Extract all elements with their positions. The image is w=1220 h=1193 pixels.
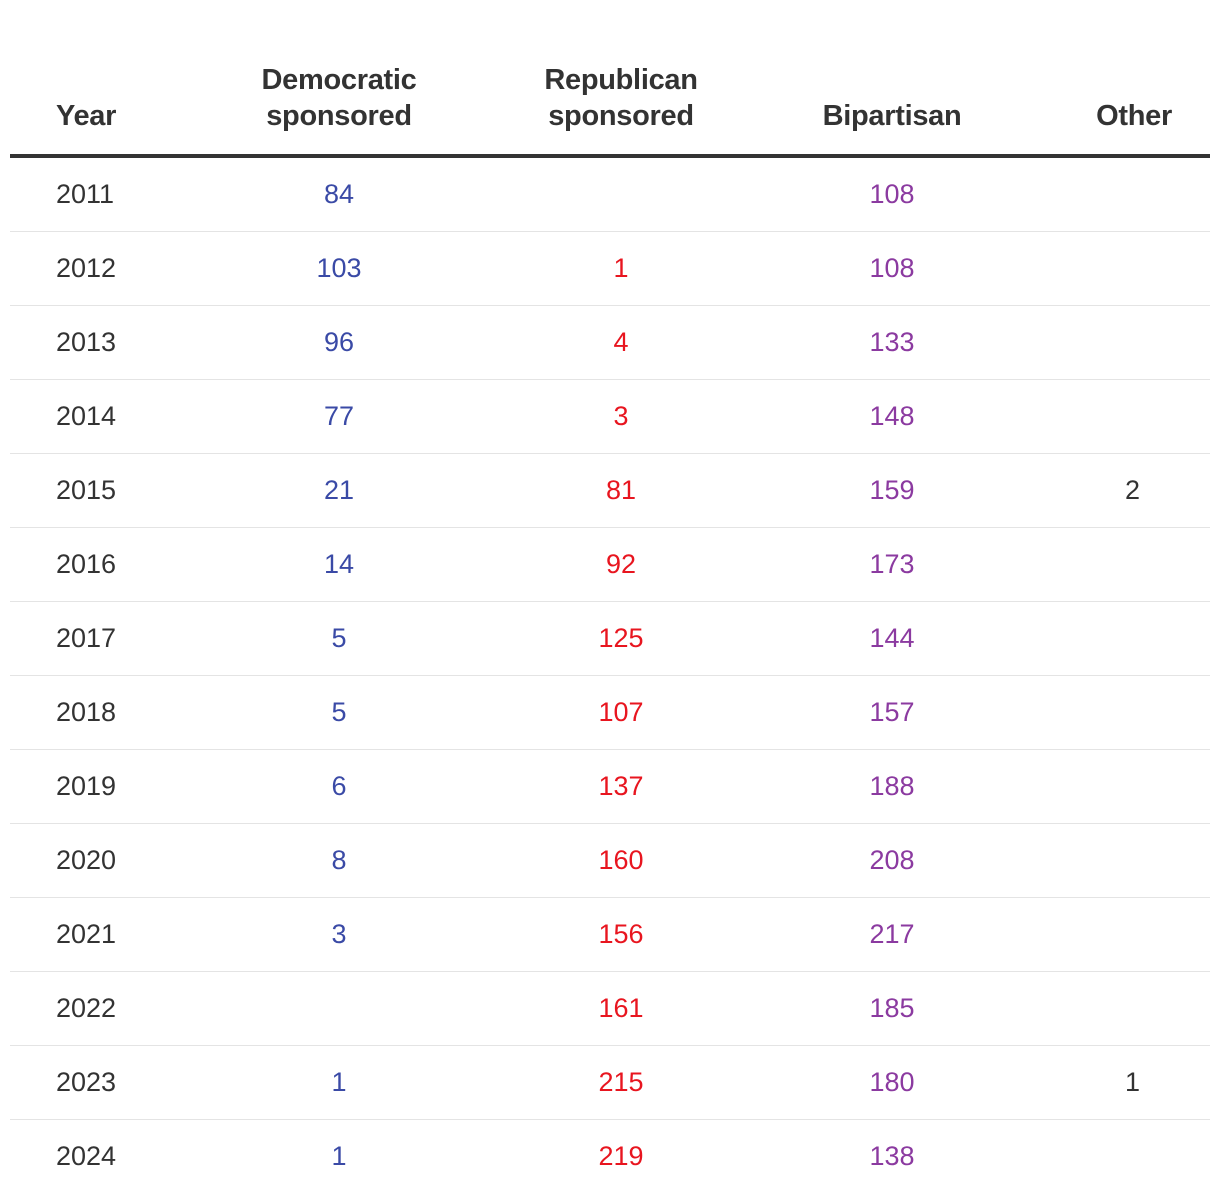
year-cell: 2014 [10, 380, 188, 454]
republican-count-cell: 1 [490, 232, 752, 306]
republican-count-cell: 156 [490, 898, 752, 972]
bipartisan-count-cell: 108 [752, 232, 1032, 306]
year-cell: 2016 [10, 528, 188, 602]
democratic-count-cell: 5 [188, 676, 490, 750]
year-cell: 2012 [10, 232, 188, 306]
year-cell: 2015 [10, 454, 188, 528]
democratic-count-cell: 8 [188, 824, 490, 898]
year-cell: 2021 [10, 898, 188, 972]
republican-count-cell: 107 [490, 676, 752, 750]
democratic-count-cell: 1 [188, 1046, 490, 1120]
other-count-cell [1032, 232, 1210, 306]
republican-count-cell: 81 [490, 454, 752, 528]
other-count-cell [1032, 898, 1210, 972]
bipartisan-count-cell: 133 [752, 306, 1032, 380]
other-count-cell: 2 [1032, 454, 1210, 528]
header-row: Year Democratic sponsored Republican spo… [10, 0, 1210, 156]
republican-count-cell: 125 [490, 602, 752, 676]
other-count-cell [1032, 306, 1210, 380]
bipartisan-count-cell: 144 [752, 602, 1032, 676]
democratic-count-cell: 77 [188, 380, 490, 454]
republican-column-header: Republican sponsored [490, 0, 752, 156]
year-column-header: Year [10, 0, 188, 156]
year-cell: 2018 [10, 676, 188, 750]
bipartisan-count-cell: 159 [752, 454, 1032, 528]
democratic-header-line-2: sponsored [266, 100, 412, 132]
bipartisan-count-cell: 173 [752, 528, 1032, 602]
republican-header-line-2: sponsored [548, 100, 694, 132]
year-cell: 2022 [10, 972, 188, 1046]
republican-count-cell [490, 156, 752, 232]
democratic-count-cell: 6 [188, 750, 490, 824]
bipartisan-column-header: Bipartisan [752, 0, 1032, 156]
sponsorship-table-container: Year Democratic sponsored Republican spo… [10, 0, 1210, 1193]
republican-count-cell: 161 [490, 972, 752, 1046]
democratic-count-cell [188, 972, 490, 1046]
bipartisan-count-cell: 108 [752, 156, 1032, 232]
bipartisan-count-cell: 208 [752, 824, 1032, 898]
democratic-count-cell: 84 [188, 156, 490, 232]
democratic-column-header: Democratic sponsored [188, 0, 490, 156]
republican-count-cell: 137 [490, 750, 752, 824]
democratic-count-cell: 3 [188, 898, 490, 972]
other-count-cell [1032, 972, 1210, 1046]
bipartisan-count-cell: 148 [752, 380, 1032, 454]
other-count-cell [1032, 824, 1210, 898]
year-cell: 2023 [10, 1046, 188, 1120]
other-column-header: Other [1032, 0, 1210, 156]
year-cell: 2013 [10, 306, 188, 380]
bipartisan-count-cell: 185 [752, 972, 1032, 1046]
bipartisan-count-cell: 180 [752, 1046, 1032, 1120]
democratic-count-cell: 96 [188, 306, 490, 380]
sponsorship-table: Year Democratic sponsored Republican spo… [10, 0, 1210, 1193]
democratic-count-cell: 103 [188, 232, 490, 306]
bipartisan-count-cell: 188 [752, 750, 1032, 824]
republican-count-cell: 160 [490, 824, 752, 898]
democratic-count-cell: 21 [188, 454, 490, 528]
bipartisan-count-cell: 157 [752, 676, 1032, 750]
republican-count-cell: 3 [490, 380, 752, 454]
other-count-cell: 1 [1032, 1046, 1210, 1120]
year-cell: 2019 [10, 750, 188, 824]
democratic-header-line-1: Democratic [262, 64, 417, 96]
republican-header-line-1: Republican [544, 64, 697, 96]
table-header: Year Democratic sponsored Republican spo… [10, 0, 1210, 156]
republican-count-cell: 215 [490, 1046, 752, 1120]
republican-count-cell: 92 [490, 528, 752, 602]
year-cell: 2011 [10, 156, 188, 232]
bipartisan-header-label: Bipartisan [823, 100, 962, 132]
democratic-count-cell: 14 [188, 528, 490, 602]
other-count-cell [1032, 156, 1210, 232]
other-count-cell [1032, 676, 1210, 750]
bipartisan-count-cell: 217 [752, 898, 1032, 972]
other-count-cell [1032, 750, 1210, 824]
other-count-cell [1032, 602, 1210, 676]
democratic-count-cell: 5 [188, 602, 490, 676]
other-header-label: Other [1096, 100, 1172, 132]
other-count-cell [1032, 380, 1210, 454]
year-cell: 2017 [10, 602, 188, 676]
other-count-cell [1032, 528, 1210, 602]
year-header-label: Year [56, 100, 116, 132]
republican-count-cell: 4 [490, 306, 752, 380]
year-cell: 2020 [10, 824, 188, 898]
